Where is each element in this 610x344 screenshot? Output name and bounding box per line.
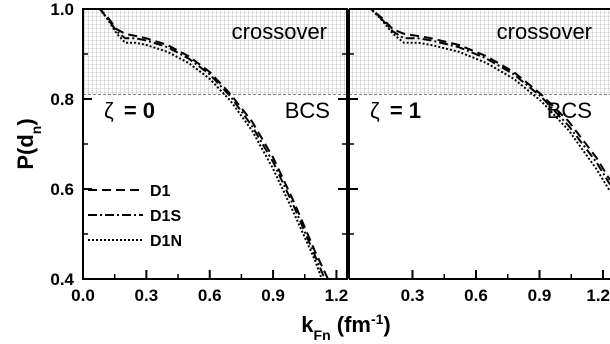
- x-tick-label: 0.3: [401, 286, 425, 305]
- y-tick-label: 1.0: [50, 0, 74, 19]
- x-tick-label: 1.2: [325, 286, 349, 305]
- series-line-d1n: [83, 9, 323, 279]
- crossover-region: [349, 9, 610, 95]
- zeta-label: ζ = 0: [104, 98, 155, 123]
- panel-right: 0.3 0.6 0.9 1.2 crossover BCS ζ = 1: [348, 8, 610, 305]
- y-axis-title-main: P(d: [13, 134, 38, 169]
- x-tick-label: 1.2: [586, 286, 610, 305]
- series-line-d1s: [349, 9, 610, 186]
- x-axis-title-sub: Fn: [314, 327, 331, 343]
- y-tick-label: 0.6: [50, 180, 74, 199]
- legend-label-d1: D1: [150, 183, 171, 200]
- x-axis-title-sup: -1: [371, 311, 384, 327]
- zeta-value: = 0: [124, 98, 155, 123]
- x-axis-title-main: k: [301, 312, 314, 337]
- crossover-label: crossover: [497, 19, 592, 44]
- zeta-symbol: ζ: [104, 98, 114, 123]
- x-tick-label: 0.6: [198, 286, 222, 305]
- x-ticks: 0.0 0.3 0.6 0.9 1.2: [71, 270, 348, 305]
- y-ticks: [349, 8, 358, 280]
- series-line-d1: [349, 9, 610, 181]
- y-axis-title: P(dn): [13, 118, 44, 169]
- legend-label-d1s: D1S: [150, 208, 181, 225]
- x-tick-label: 0.0: [71, 286, 95, 305]
- series-line-d1: [83, 9, 329, 279]
- series-group: [349, 9, 610, 192]
- legend: D1 D1S D1N: [88, 183, 182, 250]
- x-axis-title-close: ): [383, 312, 390, 337]
- zeta-value: = 1: [390, 98, 421, 123]
- zeta-symbol: ζ: [370, 98, 380, 123]
- bcs-label: BCS: [547, 98, 592, 123]
- crossover-label: crossover: [232, 19, 327, 44]
- y-tick-label: 0.8: [50, 90, 74, 109]
- x-tick-label: 0.9: [528, 286, 552, 305]
- legend-label-d1n: D1N: [150, 233, 182, 250]
- bcs-label: BCS: [285, 98, 330, 123]
- x-ticks: 0.3 0.6 0.9 1.2: [401, 270, 610, 305]
- x-axis-title-unit: (fm: [331, 312, 371, 337]
- y-axis-title-close: ): [13, 118, 38, 125]
- zeta-label: ζ = 1: [370, 98, 421, 123]
- y-tick-label: 0.4: [50, 270, 74, 289]
- x-tick-label: 0.6: [464, 286, 488, 305]
- y-ticks: 0.4 0.6 0.8 1.0: [50, 0, 347, 289]
- x-axis-title: kFn (fm-1): [301, 311, 390, 343]
- panel-left: 0.0 0.3 0.6 0.9 1.2 0.4 0.6 0.8 1.0 crossover B…: [50, 0, 348, 305]
- x-tick-label: 0.3: [135, 286, 159, 305]
- y-axis-title-sub: n: [28, 126, 44, 135]
- x-tick-label: 0.9: [261, 286, 285, 305]
- series-line-d1n: [349, 9, 610, 192]
- series-group: [83, 9, 329, 279]
